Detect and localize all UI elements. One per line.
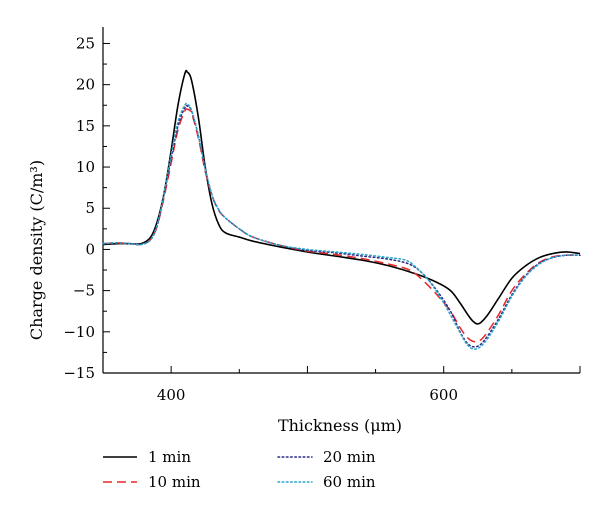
x-tick-label: 600 — [429, 386, 458, 404]
series-line-3 — [102, 104, 581, 348]
y-tick-label: 25 — [76, 34, 95, 52]
legend-label-3: 20 min — [323, 448, 376, 466]
y-tick-label: 5 — [85, 199, 95, 217]
y-tick-label: −5 — [73, 282, 95, 300]
series-line-1 — [102, 69, 581, 325]
y-tick-label: −15 — [63, 364, 95, 382]
legend-label-1: 1 min — [148, 448, 191, 466]
plot-frame — [102, 27, 580, 374]
series-lines — [102, 69, 581, 350]
x-axis-ticks: 400 600 — [102, 366, 581, 404]
y-axis-title: Charge density (C/m³) — [27, 160, 46, 340]
x-tick-label: 400 — [157, 386, 186, 404]
legend: 1 min 10 min 20 min 60 min — [103, 448, 376, 491]
y-tick-label: 15 — [76, 117, 95, 135]
legend-label-2: 10 min — [148, 473, 201, 491]
y-tick-label: −10 — [63, 323, 95, 341]
y-tick-label: 10 — [76, 158, 95, 176]
legend-label-4: 60 min — [323, 473, 376, 491]
series-line-4 — [102, 102, 581, 350]
y-tick-label: 0 — [85, 240, 95, 258]
y-tick-label: 20 — [76, 76, 95, 94]
y-axis-ticks: 25 20 15 10 5 0 −5 −10 −15 — [63, 34, 110, 382]
x-axis-title: Thickness (μm) — [278, 416, 402, 435]
